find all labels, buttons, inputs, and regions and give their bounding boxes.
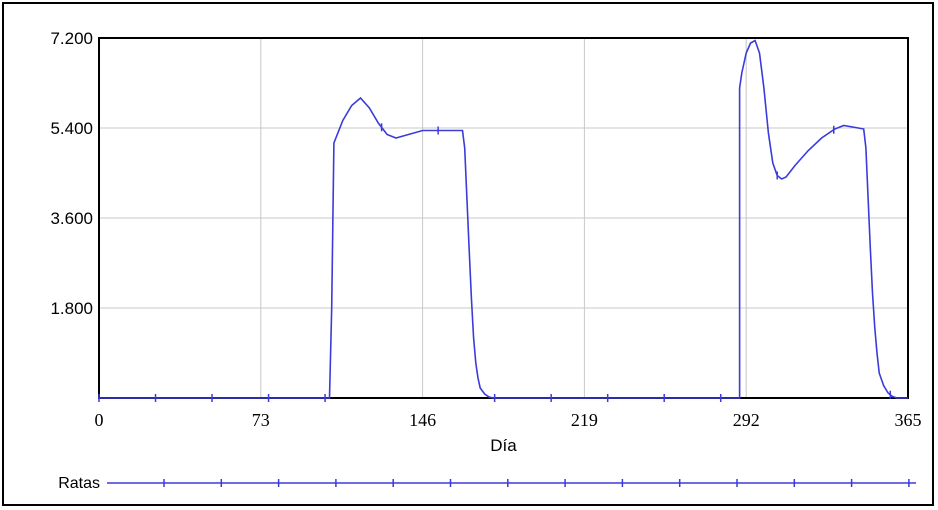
x-tick-label: 292 xyxy=(733,410,760,430)
y-tick-label: 7.200 xyxy=(50,29,93,48)
line-chart: 1.800 3.600 5.400 7.200 0 73 146 219 292 365 Día… xyxy=(50,29,922,492)
y-axis-ticks: 1.800 3.600 5.400 7.200 xyxy=(50,29,93,318)
legend-markers xyxy=(163,479,910,487)
x-tick-label: 73 xyxy=(252,410,270,430)
legend-label-ratas: Ratas xyxy=(58,475,100,492)
legend: Ratas xyxy=(58,475,916,492)
x-tick-label: 219 xyxy=(571,410,598,430)
y-tick-label: 5.400 xyxy=(50,119,93,138)
x-tick-label: 146 xyxy=(409,410,436,430)
series-markers xyxy=(98,123,892,402)
y-tick-label: 1.800 xyxy=(50,299,93,318)
x-tick-label: 0 xyxy=(95,410,104,430)
series-line-ratas xyxy=(99,39,908,399)
x-axis-label: Día xyxy=(490,436,517,455)
grid-lines xyxy=(99,38,908,398)
x-axis-ticks: 0 73 146 219 292 365 xyxy=(95,410,922,430)
x-tick-label: 365 xyxy=(895,410,922,430)
y-tick-label: 3.600 xyxy=(50,209,93,228)
